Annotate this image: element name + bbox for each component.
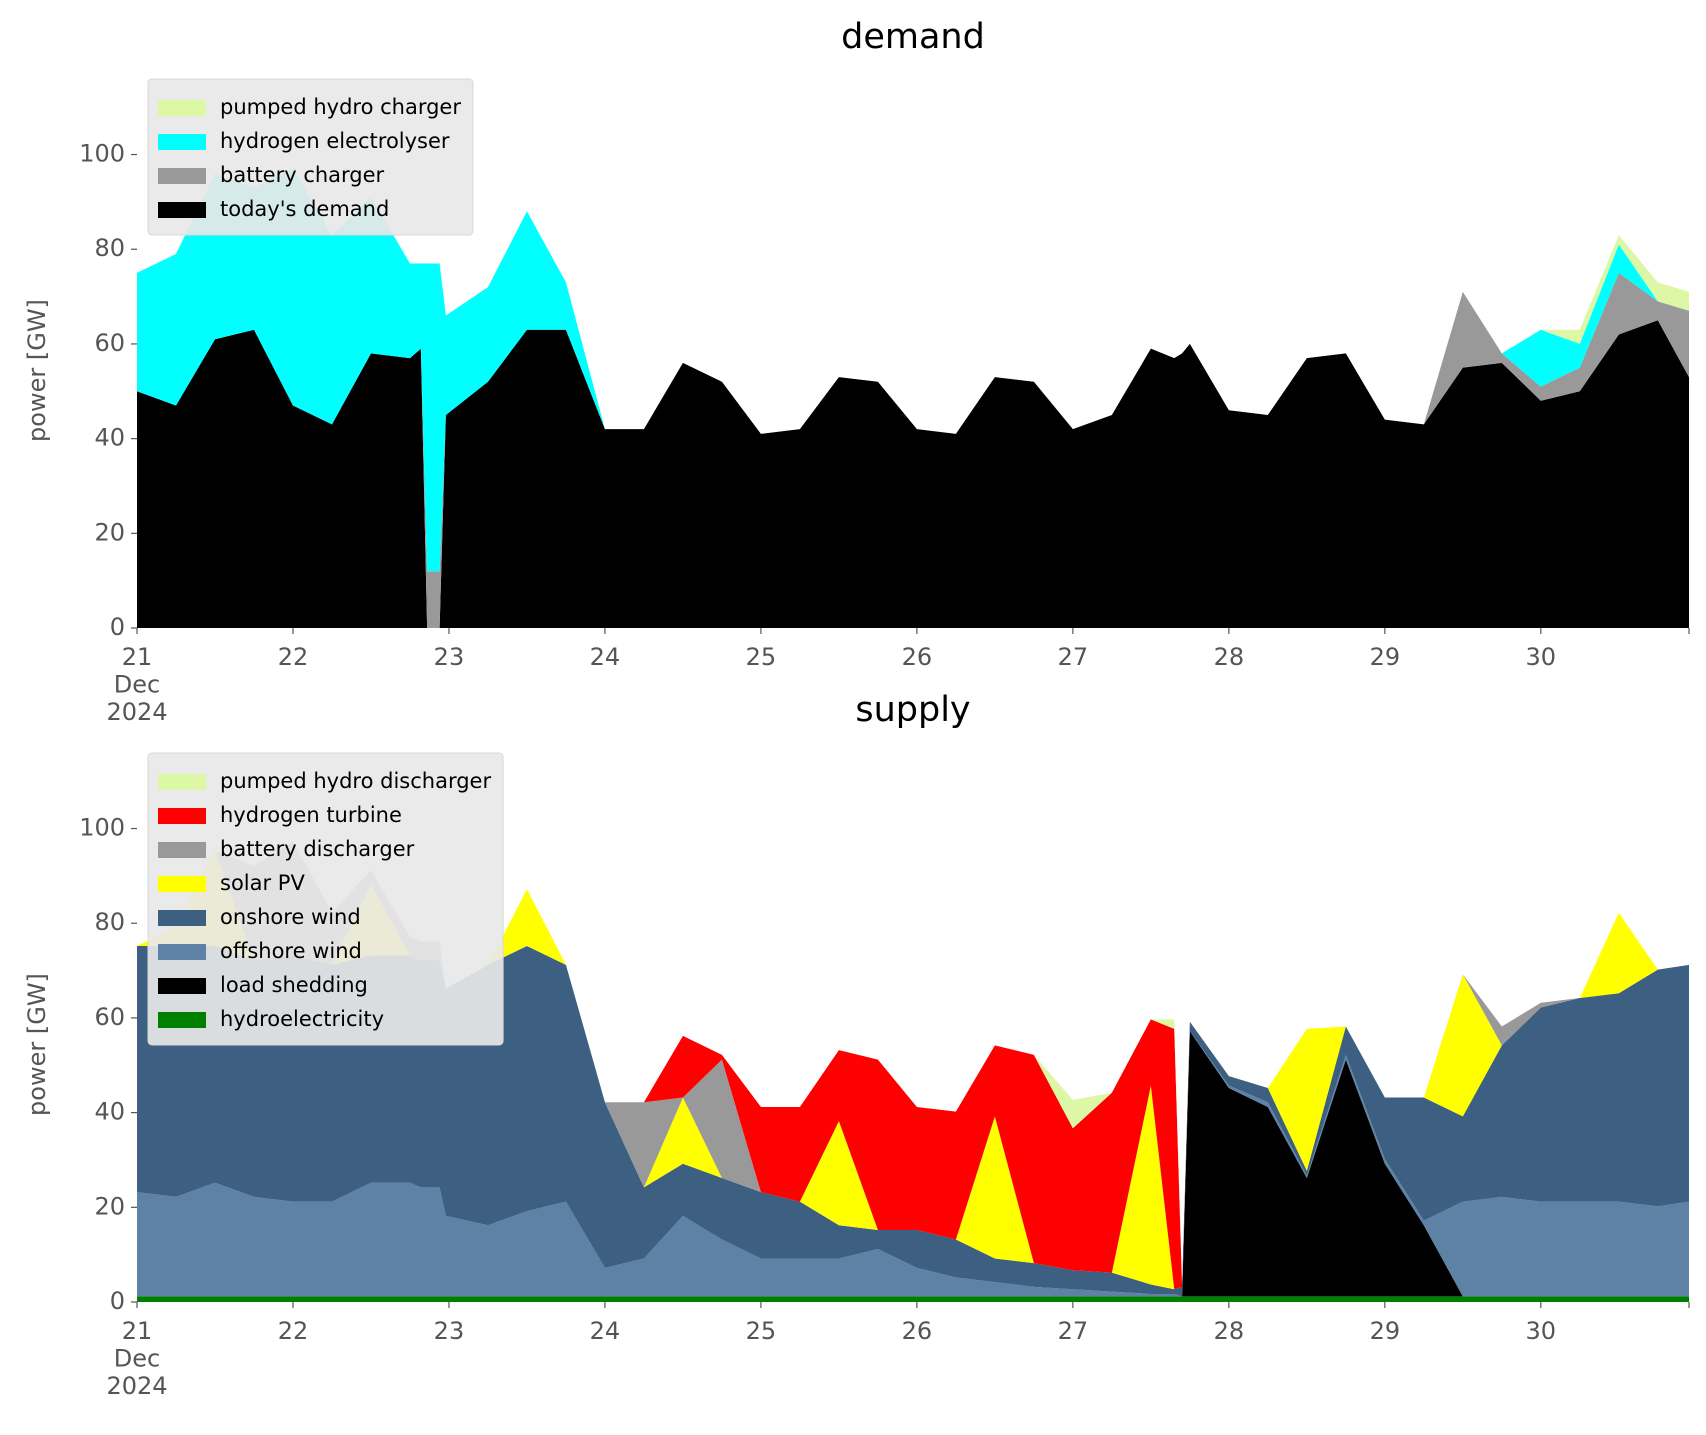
- legend-label: battery charger: [220, 163, 385, 187]
- legend-label: battery discharger: [220, 837, 415, 861]
- chart-title: supply: [855, 690, 970, 730]
- x-tick-label: 22: [278, 1317, 309, 1345]
- area-series: [137, 841, 1689, 1290]
- x-tick-label: 25: [746, 1317, 777, 1345]
- legend-box: [147, 752, 504, 1046]
- legend: pumped hydro discharger hydrogen turbine b…: [147, 752, 504, 1046]
- legend-swatch: [158, 944, 206, 960]
- legend-label: pumped hydro charger: [220, 95, 461, 119]
- legend-label: pumped hydro discharger: [220, 769, 491, 793]
- legend-swatch: [158, 1012, 206, 1028]
- area-series: [137, 1031, 1689, 1297]
- x-tick-label: 29: [1370, 643, 1401, 671]
- legend-swatch: [158, 202, 206, 218]
- y-tick-label: 40: [94, 1098, 125, 1126]
- legend-swatch: [158, 100, 206, 116]
- x-tick-label: 24: [590, 643, 621, 671]
- x-tick-label: 24: [590, 1317, 621, 1345]
- x-tick-label: 29: [1370, 1317, 1401, 1345]
- plot-area: [137, 168, 1689, 628]
- legend-swatch: [158, 774, 206, 790]
- legend-swatch: [158, 910, 206, 926]
- legend-box: [147, 78, 474, 236]
- legend-swatch: [158, 808, 206, 824]
- y-tick-label: 40: [94, 424, 125, 452]
- x-tick-label: 23: [434, 1317, 465, 1345]
- legend-label: hydroelectricity: [220, 1007, 384, 1031]
- y-tick-label: 80: [94, 234, 125, 262]
- legend-swatch: [158, 978, 206, 994]
- x-tick-label: 28: [1214, 643, 1245, 671]
- x-tick-label: 30: [1526, 1317, 1557, 1345]
- legend-swatch: [158, 842, 206, 858]
- y-axis-label: power [GW]: [23, 973, 51, 1116]
- y-tick-label: 0: [110, 1287, 125, 1315]
- legend: pumped hydro charger hydrogen electrolyse…: [147, 78, 474, 236]
- legend-label: load shedding: [220, 973, 368, 997]
- y-axis-label: power [GW]: [23, 299, 51, 442]
- chart-title: demand: [841, 17, 985, 57]
- y-tick-label: 0: [110, 613, 125, 641]
- x-tick-label: 23: [434, 643, 465, 671]
- y-tick-label: 60: [94, 1003, 125, 1031]
- y-tick-label: 20: [94, 1192, 125, 1220]
- area-series: [137, 945, 1689, 1297]
- x-tick-label: 26: [902, 643, 933, 671]
- legend-swatch: [158, 134, 206, 150]
- area-series: [137, 1031, 1689, 1297]
- legend-label: onshore wind: [220, 905, 361, 929]
- area-series: [137, 168, 1689, 572]
- y-tick-label: 60: [94, 329, 125, 357]
- y-tick-label: 100: [79, 140, 125, 168]
- y-tick-label: 20: [94, 518, 125, 546]
- x-tick-label: 25: [746, 643, 777, 671]
- x-tick-label: 30: [1526, 643, 1557, 671]
- legend-label: hydrogen turbine: [220, 803, 402, 827]
- legend-swatch: [158, 876, 206, 892]
- x-tick-label: 21 Dec 2024: [106, 643, 167, 726]
- x-tick-label: 22: [278, 643, 309, 671]
- legend-label: hydrogen electrolyser: [220, 129, 450, 153]
- area-series: [137, 320, 1689, 628]
- x-tick-label: 21 Dec 2024: [106, 1317, 167, 1400]
- y-tick-label: 100: [79, 814, 125, 842]
- area-series: [137, 1296, 1689, 1302]
- y-tick-label: 80: [94, 908, 125, 936]
- x-tick-label: 26: [902, 1317, 933, 1345]
- x-tick-label: 27: [1058, 643, 1089, 671]
- legend-label: today's demand: [220, 197, 389, 221]
- legend-swatch: [158, 168, 206, 184]
- legend-label: offshore wind: [220, 939, 362, 963]
- legend-label: solar PV: [220, 871, 305, 895]
- x-tick-label: 28: [1214, 1317, 1245, 1345]
- x-tick-label: 27: [1058, 1317, 1089, 1345]
